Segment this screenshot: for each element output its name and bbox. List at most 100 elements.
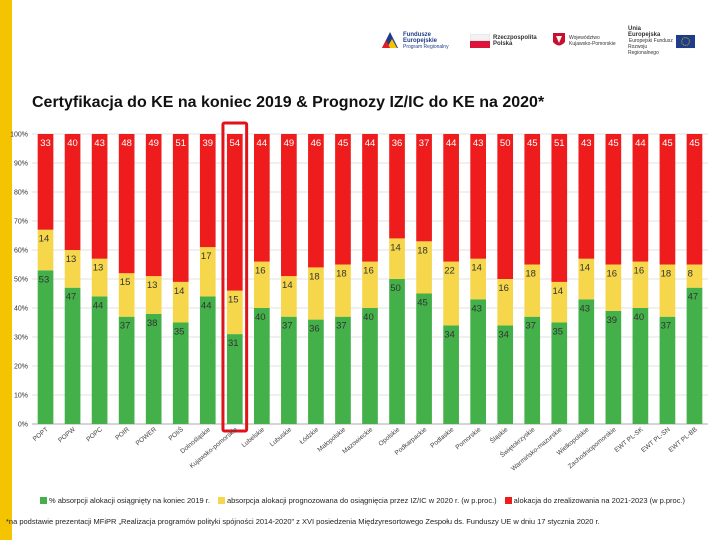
chart-legend: % absorpcji alokacji osiągnięty na konie… [40,496,685,505]
x-tick-label: POIR [114,426,131,442]
eu-funds-logo: Fundusze Europejskie Program Regionalny [380,26,460,56]
data-label: 14 [579,263,590,274]
bar-segment [199,247,216,297]
data-label: 18 [309,271,320,282]
data-label: 16 [255,266,266,277]
data-label: 14 [39,234,50,245]
bar-segment [551,134,568,282]
data-label: 43 [473,138,484,149]
highlight-frame [221,121,249,433]
y-tick-label: 20% [14,364,28,371]
y-tick-label: 0% [18,422,28,429]
stacked-bar-chart: 53 14 33 47 13 40 44 13 43 37 15 48 38 13 49 35 14 51 44 17… [10,121,708,473]
bar-segment [362,261,378,308]
data-label: 40 [67,138,78,149]
data-label: 35 [174,327,185,338]
x-tick-label: Zachodniopomorskie [567,426,618,470]
data-label: 37 [120,321,131,332]
bar-segment [578,258,595,300]
logo-bar: Fundusze Europejskie Program Regionalny … [380,26,695,56]
x-tick-label: Lubelskie [241,426,267,449]
bar-segment [524,134,541,265]
data-label: 18 [661,269,672,280]
data-label: 17 [201,251,212,262]
bar-segment [145,313,162,424]
data-label: 44 [201,300,212,311]
bar-segment [632,134,649,262]
bar-segment [253,308,270,424]
data-label: 45 [338,138,349,149]
bar-segment [686,264,703,288]
bar-segment [308,319,324,424]
legend-label: alokacja do zrealizowania na 2021-2023 (… [513,496,686,505]
bar-segment [578,134,595,259]
bar-segment [686,134,703,265]
data-label: 40 [255,312,266,323]
data-label: 44 [93,300,104,311]
bar-segment [37,134,54,230]
data-label: 16 [498,283,509,294]
y-tick-label: 80% [14,190,28,197]
data-label: 48 [121,138,132,149]
data-label: 13 [93,263,104,274]
x-tick-label: EWT PL-SN [640,426,672,454]
x-tick-label: Podlaskie [429,426,455,450]
data-label: 49 [284,138,295,149]
y-tick-label: 60% [14,248,28,255]
data-label: 16 [363,266,374,277]
data-label: 36 [309,324,320,335]
data-label: 45 [608,138,619,149]
logo-text: Województwo [569,35,600,41]
logo-text: Polska [493,41,513,47]
bar-segment [416,293,432,424]
data-label: 16 [634,266,645,277]
legend-item: alokacja do zrealizowania na 2021-2023 (… [504,496,686,505]
x-tick-label: POWER [135,426,159,447]
legend-swatch [40,497,47,504]
bar-segment [281,134,297,277]
bar-segment [64,134,81,250]
x-tick-label: EWT PL-BB [668,426,699,454]
bar-segment [470,299,487,424]
logo-text: Europejskie [403,38,438,44]
x-tick-label: Opolskie [377,426,401,448]
logo-text: Rozwoju Regionalnego [628,44,659,56]
bar-segment [524,264,541,317]
bar-segment [443,325,459,424]
data-label: 8 [688,269,693,280]
bar-segment [362,134,378,262]
voivodeship-logo: Województwo Kujawsko-Pomorskie [552,26,622,56]
decorative-stripe [0,0,12,540]
data-label: 44 [635,138,646,149]
bar-segment [497,134,514,279]
bar-segment [497,279,514,326]
bar-segment [37,229,54,271]
data-label: 35 [552,327,563,338]
bar-segment [308,267,324,320]
data-label: 14 [174,286,185,297]
data-label: 14 [390,242,401,253]
bar-segment [145,134,162,277]
data-label: 33 [40,138,51,149]
bar-segment [416,134,432,242]
bar-segment [91,296,108,424]
data-label: 47 [688,292,699,303]
data-label: 50 [500,138,511,149]
poland-flag-icon [470,34,490,48]
bar-segment [470,134,487,259]
bar-segment [389,134,405,239]
data-label: 43 [471,303,482,314]
bar-segment [416,241,432,294]
bar-segment [281,276,297,317]
bar-segment [118,316,135,424]
data-label: 15 [228,295,239,306]
bar-segment [605,134,622,265]
x-tick-label: POPW [57,426,77,445]
bar-segment [389,279,405,424]
bar-segment [64,287,81,424]
data-label: 37 [661,321,672,332]
data-label: 51 [554,138,565,149]
data-label: 31 [228,338,239,349]
data-label: 34 [444,329,455,340]
x-tick-label: Łódzkie [299,426,321,446]
